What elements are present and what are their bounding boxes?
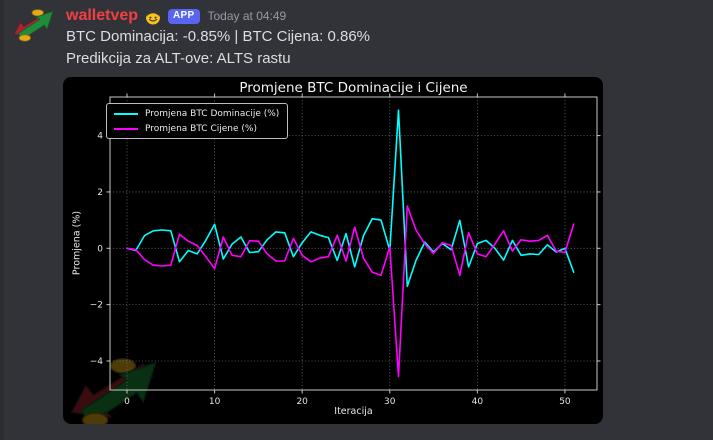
bot-avatar[interactable]: [9, 7, 55, 43]
series-line-dominance: [126, 109, 575, 288]
svg-text:20: 20: [296, 397, 308, 407]
svg-text:0: 0: [97, 244, 103, 254]
chart-legend: Promjena BTC Dominacije (%) Promjena BTC…: [106, 103, 289, 139]
message: walletvep APP Today at 04:49 BTC Dominac…: [66, 6, 370, 70]
axis-ticks: [106, 93, 601, 394]
message-header: walletvep APP Today at 04:49: [66, 6, 370, 26]
svg-text:10: 10: [209, 397, 221, 407]
svg-text:0: 0: [124, 397, 130, 407]
legend-row-dominance: Promjena BTC Dominacije (%): [114, 108, 279, 119]
username[interactable]: walletvep: [66, 7, 139, 24]
legend-swatch-price: [114, 127, 138, 130]
svg-text:2: 2: [97, 188, 103, 198]
legend-label-dominance: Promjena BTC Dominacije (%): [145, 108, 280, 119]
chart-title: Promjene BTC Dominacije i Cijene: [239, 80, 468, 96]
legend-label-price: Promjena BTC Cijene (%): [145, 123, 257, 134]
chart-xlabel: Iteracija: [334, 406, 373, 417]
svg-text:40: 40: [472, 397, 484, 407]
legend-swatch-dominance: [114, 112, 138, 115]
app-badge: APP: [168, 8, 200, 24]
svg-text:−2: −2: [90, 301, 103, 311]
plot-frame: [109, 96, 598, 391]
series-line-price: [126, 205, 575, 378]
svg-text:−4: −4: [90, 357, 104, 367]
timestamp: Today at 04:49: [207, 9, 287, 23]
svg-text:30: 30: [384, 397, 396, 407]
robot-devil-emoji-icon: [144, 7, 162, 25]
trading-arrows-coins-logo: [13, 9, 54, 42]
tick-labels: 0 10 20 30 40 50 −4 −2 0 2 4: [90, 132, 571, 407]
chart-canvas: 0 10 20 30 40 50 −4 −2 0 2 4: [71, 93, 601, 424]
left-edge-strip: [0, 0, 4, 440]
chart-attachment[interactable]: 0 10 20 30 40 50 −4 −2 0 2 4 Promjene BTC Dominaci…: [63, 77, 603, 424]
svg-text:4: 4: [97, 132, 103, 142]
svg-text:50: 50: [559, 397, 571, 407]
grid-lines: [110, 97, 597, 390]
chart-ylabel: Promjena (%): [71, 210, 83, 276]
message-line-2: Predikcija za ALT-ove: ALTS rastu: [66, 50, 291, 67]
message-line-1: BTC Dominacija: -0.85% | BTC Cijena: 0.8…: [66, 28, 371, 45]
legend-row-price: Promjena BTC Cijene (%): [114, 123, 279, 134]
